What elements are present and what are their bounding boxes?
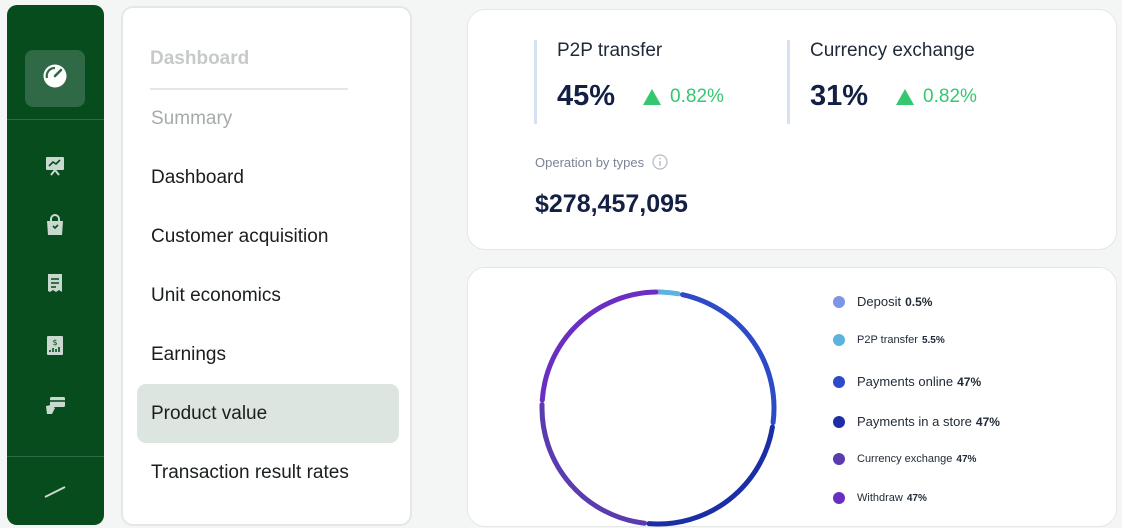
legend-value: 47% (956, 454, 976, 465)
p2p-stat-value: 45% (557, 80, 615, 113)
submenu-item-transaction-result-rates[interactable]: Transaction result rates (137, 443, 399, 502)
legend-item-payments-online: Payments online 47% (833, 374, 981, 389)
currency-stat-value: 31% (810, 80, 868, 113)
legend-label: Withdraw (857, 492, 903, 504)
legend-item-p2p-transfer: P2P transfer 5.5% (833, 334, 945, 346)
nav-receipt-button[interactable] (43, 273, 67, 297)
legend-item-deposit: Deposit 0.5% (833, 294, 932, 309)
legend-label: Deposit (857, 294, 901, 309)
p2p-stat: P2P transfer 45% 0.82% (534, 40, 724, 124)
invoice-icon: $ (44, 334, 66, 361)
rail-divider (7, 456, 104, 457)
operations-chart-card: Deposit 0.5% P2P transfer 5.5% Payments onli… (467, 267, 1117, 527)
legend-label: Payments online (857, 374, 953, 389)
svg-text:$: $ (52, 338, 57, 347)
info-icon[interactable] (652, 154, 668, 170)
nav-presentation-button[interactable] (43, 155, 67, 179)
submenu-item-product-value[interactable]: Product value (137, 384, 399, 443)
submenu-heading: Dashboard (150, 48, 249, 70)
legend-label: Currency exchange (857, 453, 952, 465)
dashboard-submenu: Dashboard Summary Dashboard Customer acq… (121, 6, 412, 526)
legend-item-currency-exchange: Currency exchange 47% (833, 453, 976, 465)
operation-label: Operation by types (535, 154, 668, 170)
shopping-bag-icon (44, 214, 66, 241)
submenu-item-earnings[interactable]: Earnings (137, 325, 399, 384)
legend-dot (833, 296, 845, 308)
legend-value: 47% (907, 493, 927, 504)
donut-segment-payments-in-store[interactable] (649, 427, 772, 524)
legend-label: Payments in a store (857, 414, 972, 429)
trend-up-icon (896, 89, 914, 105)
currency-stat-change-value: 0.82% (923, 86, 977, 108)
legend-dot (833, 492, 845, 504)
legend-value: 47% (976, 415, 1000, 429)
submenu-item-unit-economics[interactable]: Unit economics (137, 266, 399, 325)
collapse-icon (43, 485, 67, 506)
nav-shopping-button[interactable] (43, 215, 67, 239)
operation-value: $278,457,095 (535, 190, 688, 219)
card-payment-icon (44, 394, 66, 421)
legend-item-withdraw: Withdraw 47% (833, 492, 927, 504)
gauge-icon (42, 63, 68, 94)
donut-segment-payments-online[interactable] (683, 295, 774, 423)
legend-value: 0.5% (905, 295, 932, 309)
submenu-item-dashboard[interactable]: Dashboard (137, 148, 399, 207)
p2p-stat-change: 0.82% (643, 86, 724, 108)
legend-dot (833, 376, 845, 388)
currency-stat-change: 0.82% (896, 86, 977, 108)
submenu-item-summary[interactable]: Summary (137, 89, 399, 148)
p2p-stat-change-value: 0.82% (670, 86, 724, 108)
left-nav-rail: $ (7, 5, 104, 525)
stats-card: P2P transfer 45% 0.82% Currency exchange… (467, 9, 1117, 250)
legend-value: 47% (957, 375, 981, 389)
legend-dot (833, 334, 845, 346)
operation-label-text: Operation by types (535, 155, 644, 170)
legend-label: P2P transfer (857, 334, 918, 346)
nav-card-payment-button[interactable] (43, 395, 67, 419)
submenu-item-customer-acquisition[interactable]: Customer acquisition (137, 207, 399, 266)
currency-stat-label: Currency exchange (810, 40, 977, 62)
nav-dashboard-button[interactable] (25, 50, 85, 107)
p2p-stat-label: P2P transfer (557, 40, 724, 62)
trend-up-icon (643, 89, 661, 105)
rail-divider (7, 119, 104, 120)
donut-segment-p2p-transfer[interactable] (662, 292, 678, 294)
legend-dot (833, 453, 845, 465)
presentation-chart-icon (44, 154, 66, 181)
legend-dot (833, 416, 845, 428)
receipt-icon (44, 272, 66, 299)
currency-stat: Currency exchange 31% 0.82% (787, 40, 977, 124)
donut-segment-withdraw[interactable] (542, 292, 656, 400)
nav-collapse-button[interactable] (43, 483, 67, 507)
donut-chart (468, 268, 1118, 528)
nav-invoice-button[interactable]: $ (43, 335, 67, 359)
donut-segment-currency-exchange[interactable] (542, 405, 645, 524)
legend-value: 5.5% (922, 335, 945, 346)
legend-item-payments-in-store: Payments in a store 47% (833, 414, 1000, 429)
